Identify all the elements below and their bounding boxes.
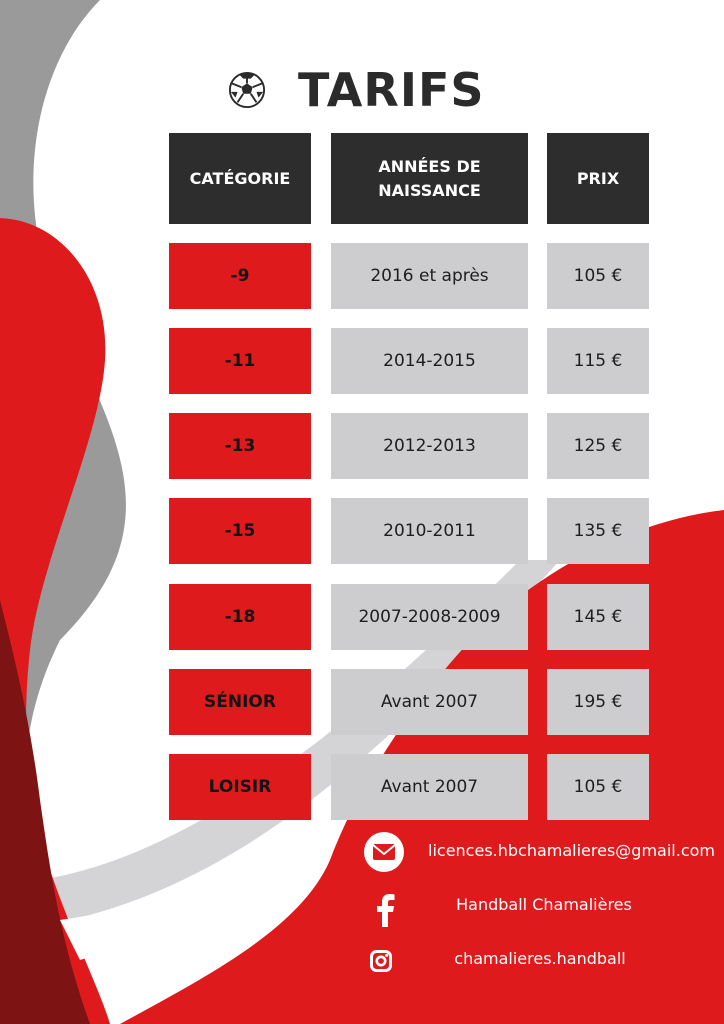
row-years: 2007-2008-2009 xyxy=(331,584,528,650)
row-price: 105 € xyxy=(547,243,649,309)
light-gray-band-shape xyxy=(40,560,560,920)
row-category: LOISIR xyxy=(169,754,311,820)
row-category: -13 xyxy=(169,413,311,479)
page-title: TARIFS xyxy=(298,63,485,117)
row-price: 125 € xyxy=(547,413,649,479)
row-years: 2010-2011 xyxy=(331,498,528,564)
row-category: -9 xyxy=(169,243,311,309)
facebook-icon xyxy=(377,894,395,927)
email-link[interactable]: licences.hbchamalieres@gmail.com xyxy=(428,841,715,860)
row-price: 135 € xyxy=(547,498,649,564)
row-years: 2012-2013 xyxy=(331,413,528,479)
row-price: 115 € xyxy=(547,328,649,394)
header-price: PRIX xyxy=(547,133,649,224)
row-category: -18 xyxy=(169,584,311,650)
instagram-link[interactable]: chamalieres.handball xyxy=(454,949,626,968)
facebook-link[interactable]: Handball Chamalières xyxy=(456,895,632,914)
row-years: Avant 2007 xyxy=(331,754,528,820)
dark-red-shape xyxy=(0,600,90,1024)
row-category: -11 xyxy=(169,328,311,394)
row-price: 105 € xyxy=(547,754,649,820)
row-years: 2016 et après xyxy=(331,243,528,309)
title-row: TARIFS xyxy=(228,62,485,118)
row-price: 145 € xyxy=(547,584,649,650)
header-years: ANNÉES DE NAISSANCE xyxy=(331,133,528,224)
row-years: 2014-2015 xyxy=(331,328,528,394)
row-price: 195 € xyxy=(547,669,649,735)
row-category: -15 xyxy=(169,498,311,564)
instagram-icon xyxy=(370,950,392,972)
white-sliver-shape xyxy=(60,820,300,960)
header-category: CATÉGORIE xyxy=(169,133,311,224)
email-icon xyxy=(364,832,404,872)
row-years: Avant 2007 xyxy=(331,669,528,735)
ball-icon xyxy=(228,71,266,109)
row-category: SÉNIOR xyxy=(169,669,311,735)
